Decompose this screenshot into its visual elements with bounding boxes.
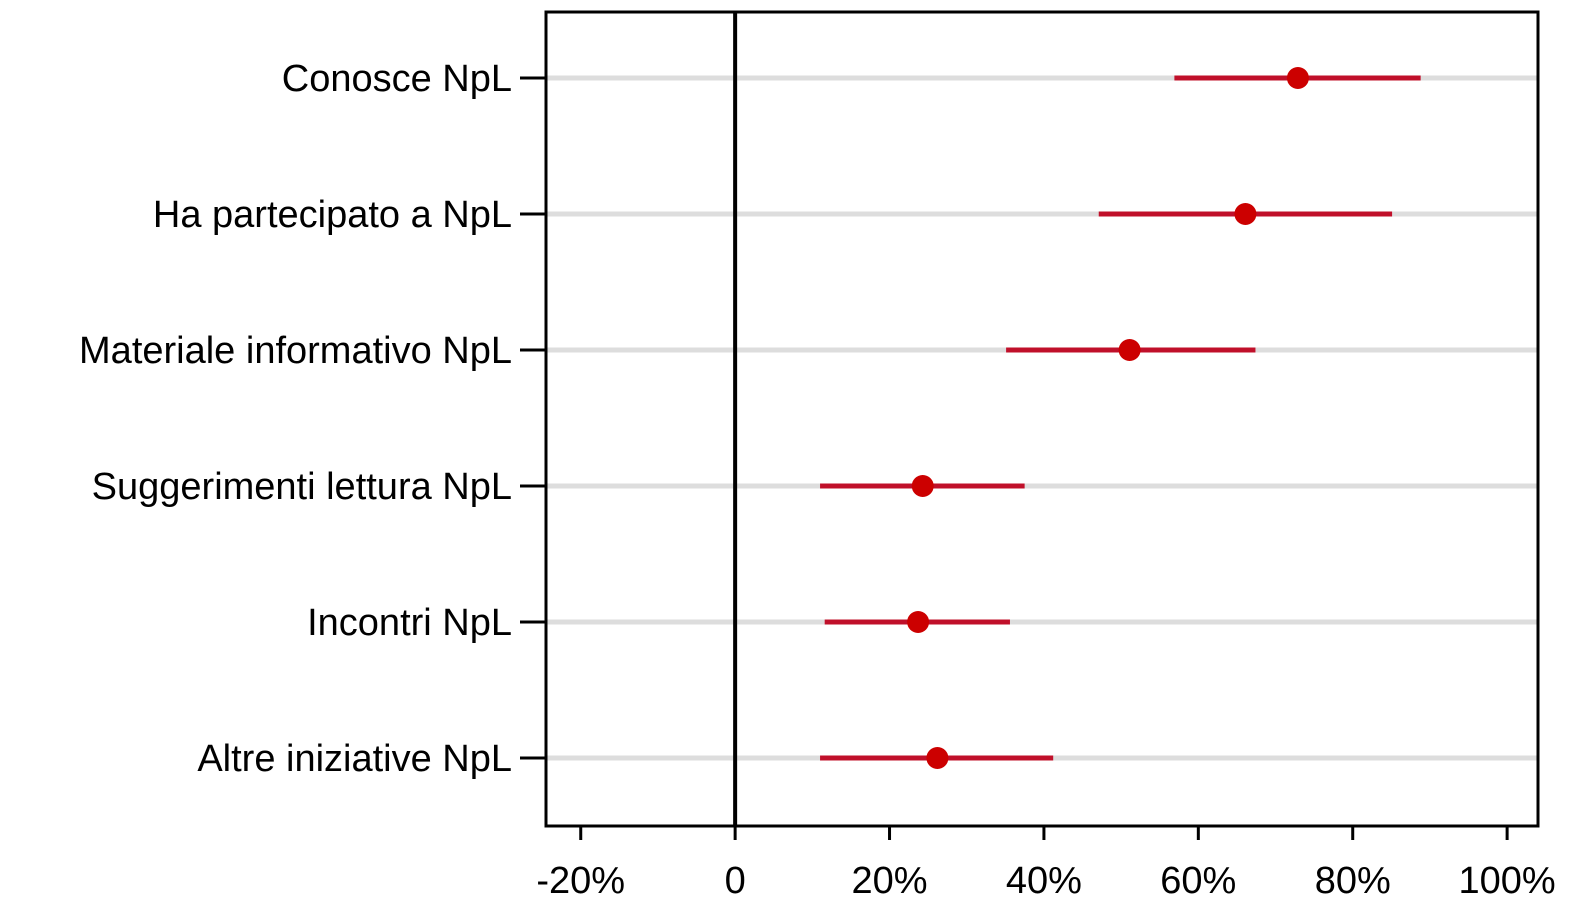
x-tick-label: 60% [1160, 860, 1236, 902]
x-tick-label: 0 [725, 860, 746, 902]
x-tick-label: 100% [1459, 860, 1556, 902]
point-estimate [1286, 67, 1309, 89]
y-axis: Conosce NpL Ha partecipato a NpL Materiale… [79, 58, 546, 780]
confidence-intervals [820, 75, 1421, 761]
plot-frame [544, 10, 1540, 828]
point-estimates [907, 67, 1309, 769]
x-axis: -20% 0 20% 40% 60% 80% 100% [536, 826, 1556, 902]
category-label: Altre iniziative NpL [197, 738, 512, 780]
category-label: Materiale informativo NpL [79, 330, 512, 372]
category-label: Incontri NpL [307, 602, 512, 644]
point-estimate [926, 747, 949, 769]
x-tick-label: 40% [1006, 860, 1082, 902]
category-label: Suggerimenti lettura NpL [92, 466, 512, 508]
category-label: Ha partecipato a NpL [153, 194, 512, 236]
point-estimate [1118, 339, 1141, 361]
category-label: Conosce NpL [282, 58, 512, 100]
x-tick-label: -20% [536, 860, 625, 902]
gridlines [546, 75, 1538, 761]
point-estimate [1234, 203, 1257, 225]
x-tick-label: 80% [1315, 860, 1391, 902]
x-tick-label: 20% [852, 860, 928, 902]
point-estimate [911, 475, 934, 497]
point-estimate [907, 611, 930, 633]
